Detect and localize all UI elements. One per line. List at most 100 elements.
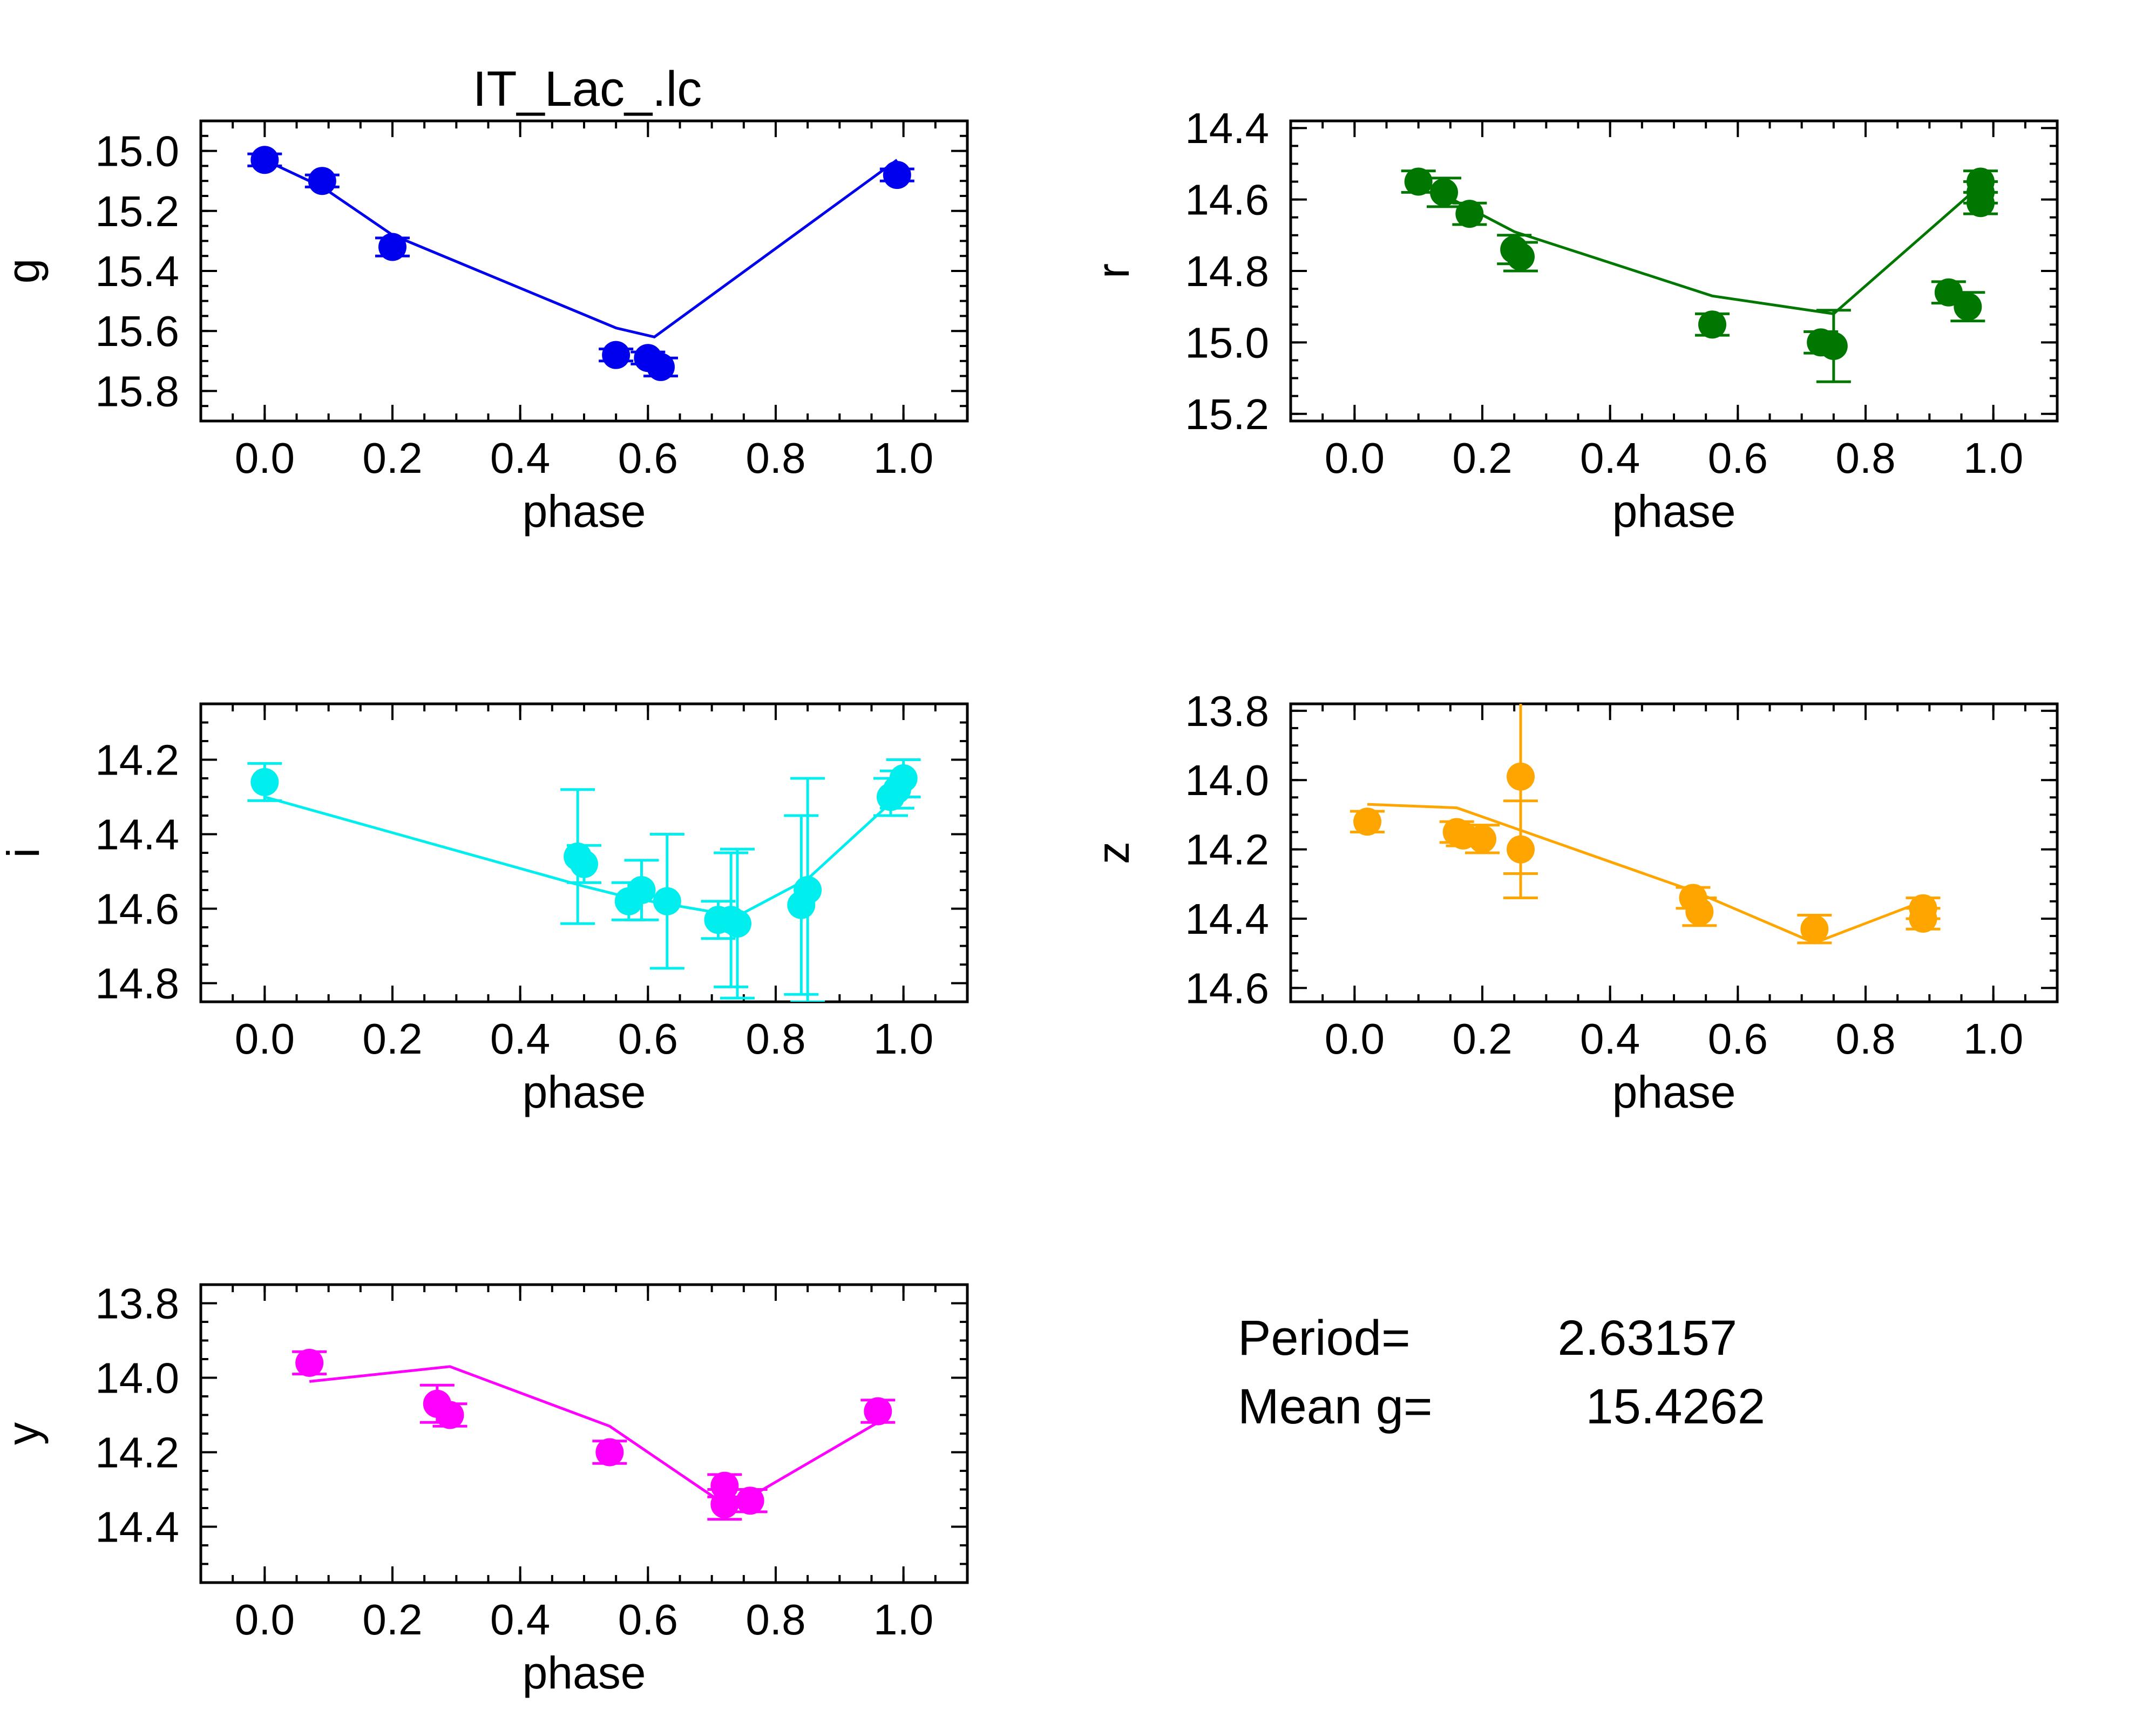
x-tick-label: 0.8 (1835, 1015, 1895, 1063)
info-block: Period= 2.63157 Mean g= 15.4262 (1238, 1311, 1765, 1434)
x-tick-label: 0.4 (490, 1596, 550, 1644)
data-point (1800, 915, 1829, 944)
x-axis-label-i: phase (523, 1067, 646, 1117)
mean-label: Mean g= (1238, 1379, 1433, 1434)
data-point (1685, 898, 1714, 926)
y-tick-label: 15.2 (95, 187, 179, 235)
data-point (436, 1401, 464, 1429)
x-tick-label: 0.0 (235, 434, 295, 482)
y-tick-label: 13.8 (1185, 687, 1269, 735)
data-point (1934, 278, 1963, 307)
y-tick-label: 13.8 (95, 1280, 179, 1328)
x-tick-label: 1.0 (1963, 1015, 2023, 1063)
x-tick-label: 1.0 (873, 434, 933, 482)
x-tick-label: 0.8 (745, 1015, 805, 1063)
x-tick-label: 0.0 (235, 1596, 295, 1644)
model-line-i (264, 796, 898, 918)
x-tick-label: 0.8 (745, 434, 805, 482)
x-tick-label: 0.6 (618, 1015, 678, 1063)
y-axis-label-y: y (0, 1422, 49, 1445)
y-tick-label: 14.4 (1185, 104, 1269, 152)
panel-y: 0.0 0.2 0.4 0.6 0.8 1.0 13.8 14.0 14.2 14.4 phase y (0, 1280, 969, 1698)
x-tick-label: 1.0 (873, 1596, 933, 1644)
y-tick-label: 14.2 (95, 1429, 179, 1477)
x-tick-label: 0.8 (745, 1596, 805, 1644)
y-axis-label-i: i (0, 848, 49, 858)
panel-i: 0.0 0.2 0.4 0.6 0.8 1.0 14.2 14.4 14.6 14.8 phase i (0, 702, 969, 1117)
x-tick-label: 0.6 (1708, 434, 1768, 482)
x-tick-label: 0.2 (362, 434, 422, 482)
data-points-i (247, 758, 921, 1002)
data-point (1404, 167, 1433, 196)
x-tick-label: 0.6 (618, 434, 678, 482)
data-points-g (247, 146, 914, 381)
x-tick-label: 0.6 (1708, 1015, 1768, 1063)
y-tick-label: 14.4 (1185, 895, 1269, 943)
data-point (378, 233, 406, 261)
y-tick-label: 14.2 (95, 736, 179, 784)
x-tick-label: 0.4 (490, 434, 550, 482)
data-point (595, 1438, 624, 1467)
y-tick-label: 14.8 (95, 960, 179, 1008)
data-point (250, 768, 279, 796)
data-point (883, 161, 911, 189)
data-point (308, 167, 336, 195)
y-tick-label: 15.0 (1185, 318, 1269, 366)
data-point (1468, 825, 1496, 853)
y-tick-label: 15.6 (95, 307, 179, 355)
x-tick-label: 0.0 (1325, 434, 1385, 482)
y-tick-label: 14.8 (1185, 247, 1269, 295)
x-tick-label: 0.2 (1452, 1015, 1512, 1063)
y-tick-label: 14.0 (1185, 756, 1269, 804)
x-tick-label: 0.2 (362, 1596, 422, 1644)
data-point (1819, 332, 1848, 360)
data-point (647, 352, 675, 381)
period-value: 2.63157 (1557, 1311, 1737, 1366)
x-tick-label: 0.8 (1835, 434, 1895, 482)
data-point (1909, 904, 1937, 933)
x-axis-label-z: phase (1612, 1067, 1736, 1117)
data-point (1698, 310, 1726, 339)
y-tick-label: 15.2 (1185, 390, 1269, 438)
x-tick-label: 0.4 (1580, 434, 1640, 482)
y-tick-label: 15.8 (95, 367, 179, 415)
x-tick-label: 0.0 (1325, 1015, 1385, 1063)
data-point (1967, 189, 1995, 218)
data-points-r (1401, 167, 1998, 383)
x-tick-label: 0.2 (1452, 434, 1512, 482)
x-tick-label: 0.4 (1580, 1015, 1640, 1063)
figure-title: IT_Lac_.lc (473, 62, 702, 117)
y-tick-label: 14.6 (1185, 964, 1269, 1012)
y-tick-label: 14.4 (95, 811, 179, 859)
y-tick-label: 14.6 (95, 885, 179, 933)
data-point (710, 1490, 739, 1519)
panels: 0.0 0.2 0.4 0.6 0.8 1.0 15.0 15.2 15.4 15.6 15.8 ph… (0, 104, 2059, 1698)
data-point (295, 1348, 324, 1377)
data-point (1507, 762, 1535, 791)
panel-r: 0.0 0.2 0.4 0.6 0.8 1.0 14.4 14.6 14.8 15.0 15.2 ph… (1088, 104, 2059, 537)
data-point (889, 764, 918, 792)
y-axis-label-z: z (1088, 841, 1138, 864)
x-tick-label: 1.0 (1963, 434, 2023, 482)
period-label: Period= (1238, 1311, 1411, 1366)
y-tick-label: 15.0 (95, 127, 179, 175)
y-tick-label: 14.2 (1185, 826, 1269, 874)
data-point (1353, 807, 1381, 836)
panel-z: 0.0 0.2 0.4 0.6 0.8 1.0 13.8 14.0 14.2 14.4 14.6 ph… (1088, 687, 2059, 1117)
x-tick-label: 0.0 (235, 1015, 295, 1063)
y-axis-label-g: g (0, 259, 49, 284)
x-tick-label: 1.0 (873, 1015, 933, 1063)
data-point (723, 909, 751, 938)
data-points-z (1350, 704, 1941, 945)
x-tick-label: 0.6 (618, 1596, 678, 1644)
mean-value: 15.4262 (1585, 1379, 1765, 1434)
data-point (1507, 242, 1535, 271)
x-tick-label: 0.2 (362, 1015, 422, 1063)
data-point (570, 850, 598, 878)
x-axis-label-r: phase (1612, 486, 1736, 537)
data-point (653, 887, 681, 915)
x-tick-label: 0.4 (490, 1015, 550, 1063)
data-point (1954, 293, 1982, 321)
